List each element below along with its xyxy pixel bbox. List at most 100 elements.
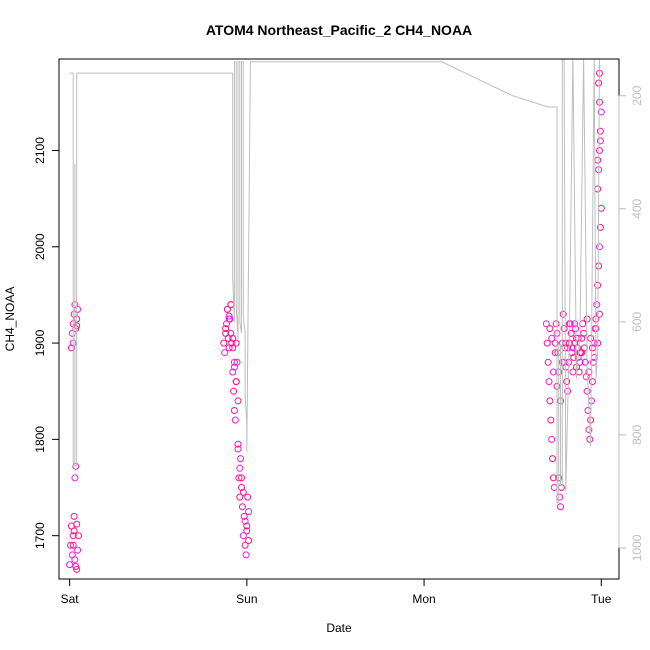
data-point <box>559 310 567 318</box>
data-point <box>74 546 82 554</box>
data-point <box>243 522 251 530</box>
data-point <box>549 474 557 482</box>
altitude-line <box>69 59 600 504</box>
data-point <box>578 334 586 342</box>
data-point <box>236 464 244 472</box>
data-point <box>563 378 571 386</box>
x-tick-label: Tue <box>591 592 612 606</box>
y2-tick-label: 200 <box>630 85 644 105</box>
data-point <box>229 344 237 352</box>
data-point <box>241 517 249 525</box>
data-point <box>234 440 242 448</box>
data-point <box>596 310 603 318</box>
altitude-line-layer <box>69 59 600 504</box>
y-tick-label: 1800 <box>33 426 47 453</box>
data-point <box>230 358 238 366</box>
data-point <box>74 305 82 313</box>
data-point <box>596 243 603 251</box>
data-point <box>547 416 555 424</box>
data-point <box>585 426 593 434</box>
axes-layer: Sat Sun Mon Tue 1700 1800 1900 2000 2100 200 400 60… <box>33 85 644 606</box>
data-point <box>594 185 602 193</box>
data-point <box>228 339 236 347</box>
data-point <box>583 387 591 395</box>
data-point <box>545 378 553 386</box>
x-axis-label: Date <box>326 621 352 635</box>
data-point <box>548 334 556 342</box>
data-point <box>238 503 246 511</box>
x-tick-label: Sat <box>61 592 80 606</box>
data-point <box>223 305 231 313</box>
data-point <box>549 368 557 376</box>
data-point <box>239 488 247 496</box>
data-point <box>71 474 79 482</box>
data-point <box>229 334 237 342</box>
data-point <box>227 329 235 337</box>
data-point <box>71 556 79 564</box>
x-tick-label: Sun <box>236 592 257 606</box>
data-point <box>227 301 235 309</box>
data-point <box>69 541 77 549</box>
data-point <box>564 344 572 352</box>
data-point <box>237 455 245 463</box>
data-point <box>244 493 252 501</box>
data-point <box>238 484 245 491</box>
data-point <box>594 156 602 164</box>
data-point <box>588 378 596 386</box>
data-point <box>546 325 554 333</box>
data-point <box>557 503 564 511</box>
y2-tick-label: 800 <box>630 425 644 445</box>
data-point <box>595 79 603 87</box>
data-point <box>576 358 584 366</box>
data-point <box>571 320 579 328</box>
data-point <box>560 325 568 333</box>
data-point <box>587 334 595 342</box>
data-point <box>593 301 601 309</box>
data-point <box>220 339 228 347</box>
data-point <box>242 551 250 559</box>
data-point <box>585 368 593 376</box>
y2-tick-label: 400 <box>630 198 644 218</box>
data-point <box>544 358 552 366</box>
data-point <box>581 358 589 366</box>
data-point <box>240 512 248 520</box>
data-point <box>234 397 242 405</box>
data-point <box>72 563 80 570</box>
data-point <box>596 127 604 135</box>
data-point <box>230 387 238 395</box>
data-point <box>221 349 229 357</box>
data-point <box>596 224 604 231</box>
data-point <box>549 455 556 463</box>
y2-tick-label: 1000 <box>630 534 644 561</box>
data-point <box>73 565 81 573</box>
y-tick-label: 2100 <box>33 137 47 164</box>
plot-area-border <box>58 58 620 580</box>
data-point <box>584 407 592 414</box>
data-point <box>552 320 560 328</box>
data-point <box>70 512 78 520</box>
data-point <box>243 527 251 535</box>
data-point <box>235 474 243 482</box>
data-point <box>66 561 74 569</box>
data-point <box>546 397 554 405</box>
data-point <box>567 329 575 337</box>
data-point <box>236 493 244 501</box>
y2-tick-label: 600 <box>630 311 644 331</box>
data-point <box>232 378 240 386</box>
data-point <box>597 204 605 212</box>
data-point <box>574 334 582 342</box>
data-point <box>222 325 230 333</box>
data-point <box>230 363 238 371</box>
y-tick-label: 1700 <box>33 522 47 549</box>
x-tick-label: Mon <box>412 592 435 606</box>
data-point <box>245 508 253 516</box>
data-point <box>551 339 559 347</box>
data-point <box>73 520 81 528</box>
data-point <box>234 445 242 453</box>
data-point <box>69 532 77 540</box>
data-point <box>67 541 74 549</box>
data-point <box>548 435 556 443</box>
data-point <box>225 315 233 323</box>
